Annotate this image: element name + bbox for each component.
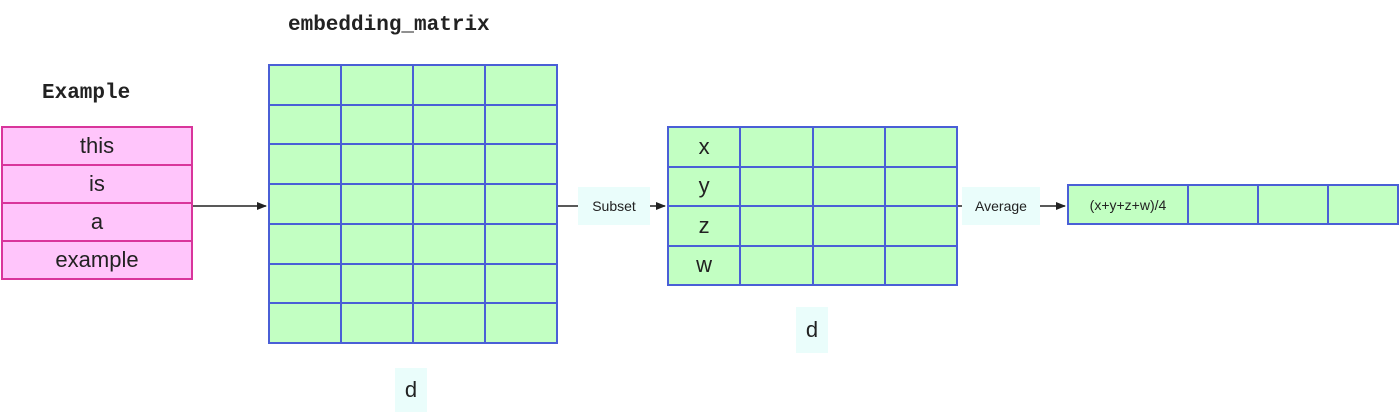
- embedding-cell: [486, 224, 556, 263]
- subset-cell: [885, 246, 956, 284]
- example-token: is: [1, 164, 193, 204]
- subset-cell: [885, 167, 956, 205]
- subset-cell: [813, 128, 884, 166]
- example-token: example: [1, 240, 193, 280]
- subset-row-label: w: [669, 246, 740, 284]
- subset-row-label: z: [669, 207, 740, 245]
- example-title: Example: [42, 82, 131, 105]
- embedding-cell: [270, 264, 340, 303]
- subset-label: Subset: [578, 187, 650, 225]
- embedding-cell: [414, 145, 484, 184]
- embedding-dim-label: d: [395, 368, 427, 412]
- embedding-cell: [486, 185, 556, 223]
- average-result-label: (x+y+z+w)/4: [1069, 186, 1187, 223]
- embedding-cell: [486, 105, 556, 144]
- embedding-cell: [342, 264, 412, 303]
- embedding-cell: [414, 304, 484, 342]
- embedding-cell: [414, 105, 484, 144]
- subset-cell: [813, 167, 884, 205]
- embedding-cell: [414, 224, 484, 263]
- subset-row-label: x: [669, 128, 740, 166]
- embedding-cell: [342, 145, 412, 184]
- embedding-cell: [414, 66, 484, 104]
- subset-cell: [741, 246, 812, 284]
- embedding-cell: [486, 145, 556, 184]
- embedding-cell: [414, 264, 484, 303]
- embedding-cell: [270, 105, 340, 144]
- subset-row-label: y: [669, 167, 740, 205]
- embedding-cell: [270, 224, 340, 263]
- embedding-matrix-title: embedding_matrix: [288, 14, 490, 37]
- embedding-cell: [414, 185, 484, 223]
- embedding-cell: [270, 304, 340, 342]
- subset-cell: [813, 207, 884, 245]
- embedding-matrix-grid: [268, 64, 558, 344]
- embedding-cell: [270, 66, 340, 104]
- average-cell: [1259, 186, 1327, 223]
- average-cell: [1329, 186, 1397, 223]
- example-token-list: this is a example: [1, 126, 193, 280]
- embedding-cell: [342, 66, 412, 104]
- embedding-cell: [270, 185, 340, 223]
- example-token: this: [1, 126, 193, 166]
- subset-cell: [885, 207, 956, 245]
- embedding-cell: [270, 145, 340, 184]
- embedding-cell: [342, 224, 412, 263]
- embedding-cell: [486, 66, 556, 104]
- embedding-cell: [486, 304, 556, 342]
- subset-cell: [885, 128, 956, 166]
- embedding-cell: [342, 185, 412, 223]
- average-cell: [1189, 186, 1257, 223]
- subset-cell: [741, 167, 812, 205]
- subset-cell: [813, 246, 884, 284]
- subset-cell: [741, 207, 812, 245]
- subset-dim-label: d: [796, 307, 828, 353]
- embedding-cell: [342, 105, 412, 144]
- average-label: Average: [962, 187, 1040, 225]
- embedding-cell: [342, 304, 412, 342]
- average-result-grid: (x+y+z+w)/4: [1067, 184, 1399, 225]
- subset-cell: [741, 128, 812, 166]
- embedding-cell: [486, 264, 556, 303]
